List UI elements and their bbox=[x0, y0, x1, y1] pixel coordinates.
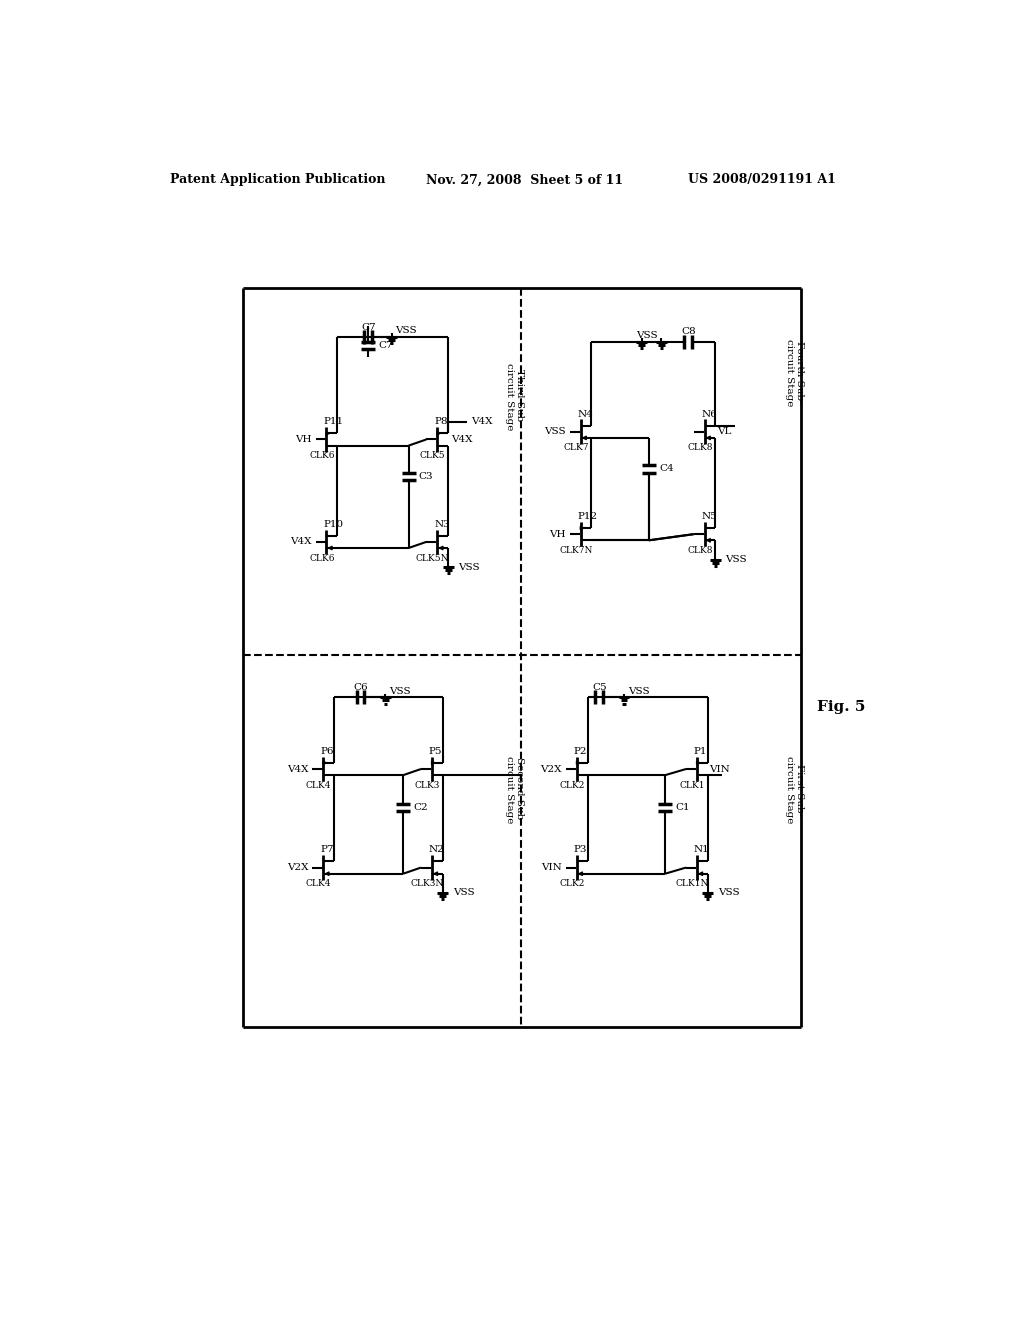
Text: CLK2: CLK2 bbox=[559, 780, 585, 789]
Text: CLK3N: CLK3N bbox=[411, 879, 443, 888]
Text: P7: P7 bbox=[321, 845, 334, 854]
Text: VSS: VSS bbox=[726, 556, 748, 564]
Text: V2X: V2X bbox=[287, 863, 308, 873]
Text: VH: VH bbox=[549, 529, 566, 539]
Text: C1: C1 bbox=[675, 803, 690, 812]
Text: CLK7N: CLK7N bbox=[559, 546, 593, 554]
Text: CLK6: CLK6 bbox=[309, 553, 335, 562]
Text: VSS: VSS bbox=[544, 428, 566, 436]
Text: V4X: V4X bbox=[287, 764, 308, 774]
Text: V4X: V4X bbox=[290, 537, 311, 546]
Text: N1: N1 bbox=[693, 845, 710, 854]
Text: C8: C8 bbox=[681, 327, 695, 337]
Text: VSS: VSS bbox=[636, 331, 657, 341]
Text: CLK1N: CLK1N bbox=[676, 879, 709, 888]
Text: P12: P12 bbox=[578, 512, 598, 521]
Text: First Sub-
circuit Stage: First Sub- circuit Stage bbox=[784, 756, 804, 824]
Text: P8: P8 bbox=[434, 417, 447, 426]
Text: CLK7: CLK7 bbox=[563, 444, 589, 453]
Text: Fourth Sub-
circuit Stage: Fourth Sub- circuit Stage bbox=[784, 339, 804, 407]
Text: P1: P1 bbox=[693, 747, 708, 756]
Text: CLK5: CLK5 bbox=[420, 451, 445, 461]
Text: V2X: V2X bbox=[541, 764, 562, 774]
Text: N5: N5 bbox=[701, 512, 717, 521]
Text: CLK3: CLK3 bbox=[415, 780, 440, 789]
Text: VSS: VSS bbox=[718, 888, 739, 898]
Text: C7: C7 bbox=[360, 322, 376, 331]
Text: VSS: VSS bbox=[389, 686, 411, 696]
Text: VH: VH bbox=[295, 436, 311, 444]
Text: C4: C4 bbox=[658, 465, 674, 473]
Text: N2: N2 bbox=[429, 845, 444, 854]
Text: C6: C6 bbox=[353, 682, 368, 692]
Text: N6: N6 bbox=[701, 409, 717, 418]
Text: CLK4: CLK4 bbox=[306, 879, 332, 888]
Text: N4: N4 bbox=[578, 409, 593, 418]
Text: Third Sub-
circuit Stage: Third Sub- circuit Stage bbox=[505, 363, 524, 430]
Text: CLK8: CLK8 bbox=[687, 546, 713, 554]
Text: P3: P3 bbox=[573, 845, 587, 854]
Text: V4X: V4X bbox=[452, 436, 473, 444]
Text: C3: C3 bbox=[419, 473, 433, 480]
Text: VSS: VSS bbox=[453, 888, 474, 898]
Text: Second Sub-
circuit Stage: Second Sub- circuit Stage bbox=[505, 756, 524, 824]
Text: CLK6: CLK6 bbox=[309, 451, 335, 461]
Text: C7: C7 bbox=[378, 341, 393, 350]
Text: P5: P5 bbox=[429, 747, 442, 756]
Text: Nov. 27, 2008  Sheet 5 of 11: Nov. 27, 2008 Sheet 5 of 11 bbox=[426, 173, 624, 186]
Text: P2: P2 bbox=[573, 747, 587, 756]
Text: CLK5N: CLK5N bbox=[416, 553, 450, 562]
Text: US 2008/0291191 A1: US 2008/0291191 A1 bbox=[688, 173, 836, 186]
Text: V4X: V4X bbox=[471, 417, 493, 426]
Text: VIN: VIN bbox=[542, 863, 562, 873]
Text: C2: C2 bbox=[414, 803, 428, 812]
Text: VIN: VIN bbox=[710, 764, 730, 774]
Text: P6: P6 bbox=[321, 747, 334, 756]
Text: CLK1: CLK1 bbox=[680, 780, 705, 789]
Text: CLK2: CLK2 bbox=[559, 879, 585, 888]
Text: P10: P10 bbox=[324, 520, 343, 528]
Text: Fig. 5: Fig. 5 bbox=[817, 700, 865, 714]
Text: VL: VL bbox=[717, 428, 731, 436]
Text: C5: C5 bbox=[592, 682, 606, 692]
Text: VSS: VSS bbox=[458, 562, 480, 572]
Text: Patent Application Publication: Patent Application Publication bbox=[170, 173, 385, 186]
Text: N3: N3 bbox=[434, 520, 450, 528]
Text: P11: P11 bbox=[324, 417, 343, 426]
Text: CLK4: CLK4 bbox=[306, 780, 332, 789]
Text: VSS: VSS bbox=[395, 326, 417, 335]
Text: CLK8: CLK8 bbox=[687, 444, 713, 453]
Text: VSS: VSS bbox=[628, 686, 649, 696]
